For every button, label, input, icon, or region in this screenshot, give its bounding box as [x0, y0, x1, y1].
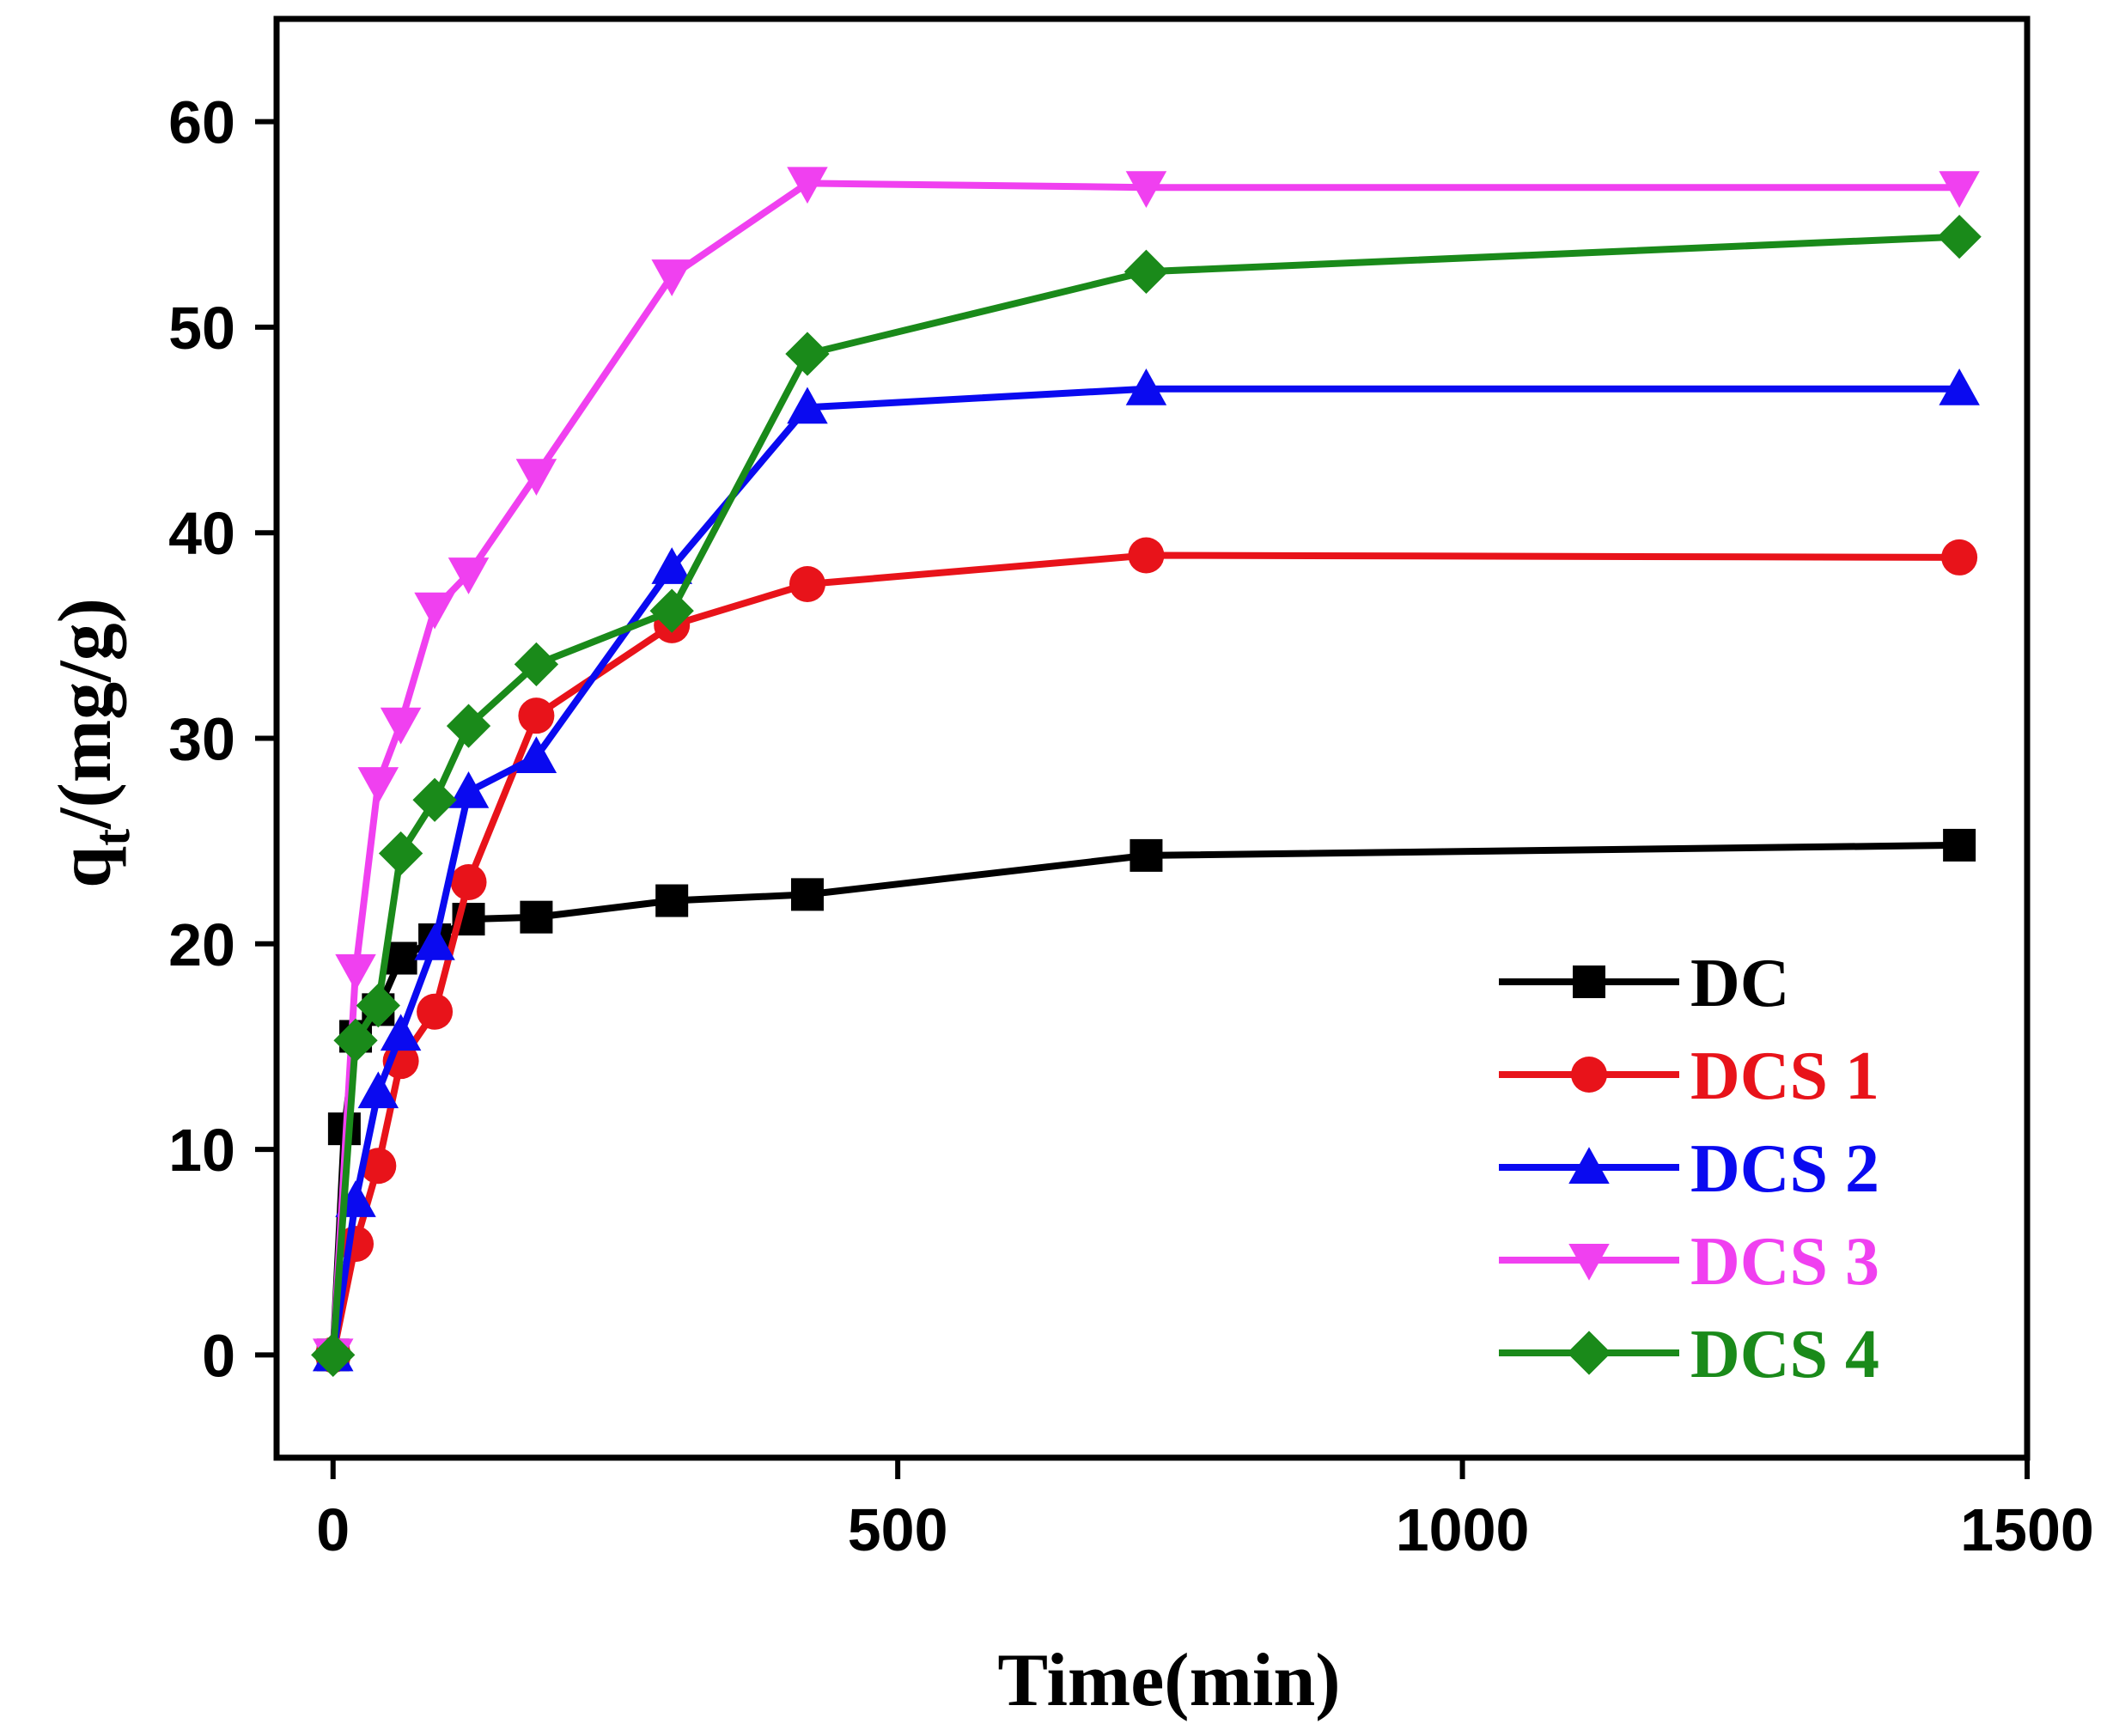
data-point-dc-7 [520, 900, 553, 934]
data-point-dcs-3-4 [414, 592, 455, 630]
data-point-dcs-1-5 [450, 864, 487, 900]
legend-label-dcs-1: DCS 1 [1690, 1039, 1879, 1114]
y-tick-label-50: 50 [168, 295, 235, 362]
data-point-dcs-3-2 [357, 767, 399, 804]
y-tick-label-0: 0 [202, 1322, 235, 1389]
data-point-dcs-2-7 [651, 547, 692, 584]
data-point-dc-11 [1943, 828, 1976, 862]
data-point-dcs-1-8 [789, 566, 825, 603]
legend: DC DCS 1 DCS 2 DCS 3 DCS 4 [1499, 946, 1879, 1392]
y-axis-title-sub: t [83, 829, 140, 846]
series-dcs-4 [311, 214, 1982, 1378]
x-tick-label-500: 500 [848, 1496, 948, 1563]
data-point-dcs-4-4 [412, 777, 457, 822]
data-point-dcs-1-9 [1128, 537, 1165, 574]
data-point-dcs-2-2 [357, 1071, 399, 1109]
data-point-dc-10 [1130, 838, 1163, 872]
legend-marker-dc [1573, 965, 1605, 998]
legend-label-dcs-4: DCS 4 [1690, 1317, 1879, 1392]
legend-item-dcs-2: DCS 2 [1499, 1131, 1879, 1207]
legend-marker-dcs-2 [1568, 1147, 1610, 1184]
data-point-dcs-4-6 [514, 642, 559, 687]
legend-item-dcs-4: DCS 4 [1499, 1317, 1879, 1392]
data-point-dcs-3-10 [1939, 171, 1980, 208]
data-point-dcs-4-1 [333, 1018, 378, 1063]
y-tick-label-10: 10 [168, 1117, 235, 1184]
data-point-dcs-3-5 [448, 557, 490, 594]
series-dcs-3 [312, 167, 1980, 1376]
data-point-dcs-2-9 [1125, 368, 1167, 405]
data-point-dcs-2-3 [380, 1014, 422, 1051]
data-point-dcs-4-9 [1124, 249, 1169, 294]
data-point-dcs-3-6 [515, 459, 557, 496]
data-point-dcs-3-8 [787, 167, 828, 204]
y-axis-title-main: q [44, 846, 127, 888]
y-tick-label-20: 20 [168, 911, 235, 978]
data-point-dcs-3-1 [335, 953, 376, 991]
data-point-dc-9 [790, 878, 824, 911]
series-layer [311, 167, 1982, 1378]
data-point-dcs-4-2 [356, 983, 400, 1028]
legend-label-dcs-3: DCS 3 [1690, 1224, 1879, 1300]
legend-marker-dcs-1 [1571, 1057, 1607, 1093]
x-axis-title: Time(min) [997, 1639, 1340, 1722]
x-tick-label-1000: 1000 [1396, 1496, 1530, 1563]
legend-item-dcs-3: DCS 3 [1499, 1224, 1879, 1300]
data-point-dcs-2-8 [787, 387, 828, 424]
data-point-dcs-1-10 [1941, 539, 1978, 576]
y-tick-label-60: 60 [168, 89, 235, 156]
x-tick-label-0: 0 [316, 1496, 350, 1563]
data-point-dcs-4-7 [649, 588, 694, 633]
legend-marker-dcs-3 [1568, 1244, 1610, 1281]
data-point-dcs-1-2 [360, 1148, 397, 1185]
data-point-dcs-4-0 [311, 1332, 356, 1378]
data-point-dcs-4-10 [1937, 214, 1982, 259]
series-line-dcs-2 [329, 385, 1960, 1355]
data-point-dcs-4-3 [378, 831, 423, 876]
y-tick-label-40: 40 [168, 500, 235, 567]
y-axis-title-rest: /(mg/g) [44, 598, 127, 830]
data-point-dcs-4-8 [785, 332, 830, 376]
data-point-dcs-2-6 [515, 736, 557, 774]
legend-marker-dcs-4 [1567, 1331, 1611, 1375]
legend-item-dc: DC [1499, 946, 1790, 1021]
legend-item-dcs-1: DCS 1 [1499, 1039, 1879, 1114]
data-point-dcs-3-9 [1125, 171, 1167, 208]
data-point-dcs-4-5 [446, 704, 491, 748]
data-point-dcs-2-4 [414, 923, 455, 960]
data-point-dcs-1-4 [417, 993, 454, 1030]
y-tick-label-30: 30 [168, 706, 235, 773]
data-point-dcs-2-10 [1939, 368, 1980, 405]
data-point-dcs-3-7 [651, 259, 692, 296]
x-tick-label-1500: 1500 [1960, 1496, 2094, 1563]
data-point-dcs-1-6 [518, 697, 555, 734]
legend-label-dcs-2: DCS 2 [1690, 1131, 1879, 1207]
data-point-dcs-2-5 [448, 771, 490, 808]
y-axis-title: qt/(mg/g) [44, 598, 140, 888]
axis-ticks: 0 500 1000 1500 0 10 20 30 40 50 60 [168, 89, 2094, 1563]
data-point-dcs-3-3 [380, 707, 422, 745]
legend-label-dc: DC [1690, 946, 1790, 1021]
data-point-dc-8 [655, 884, 689, 917]
